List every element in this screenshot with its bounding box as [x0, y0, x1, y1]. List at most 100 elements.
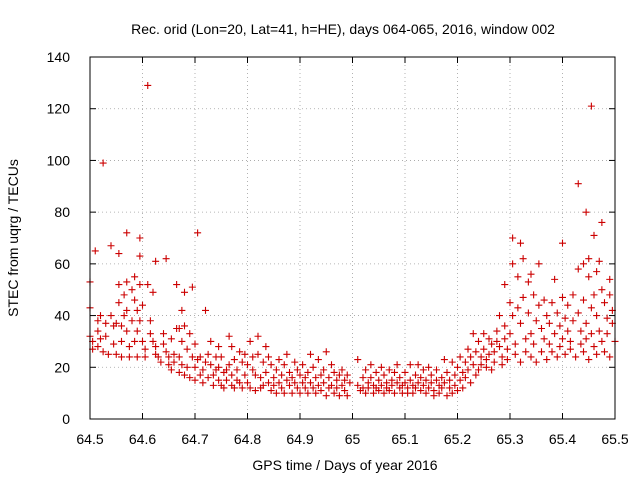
data-point: [467, 379, 475, 387]
data-point: [569, 317, 577, 325]
data-point: [209, 371, 217, 379]
data-point: [343, 371, 351, 379]
data-point: [409, 389, 417, 397]
data-point: [335, 371, 343, 379]
data-point: [417, 374, 425, 382]
data-point: [322, 392, 330, 400]
data-point: [482, 363, 490, 371]
data-point: [165, 361, 173, 369]
data-point: [582, 319, 590, 327]
x-axis-label: GPS time / Days of year 2016: [252, 457, 437, 473]
data-point: [572, 353, 580, 361]
data-point: [346, 379, 354, 387]
data-point: [598, 218, 606, 226]
data-point: [488, 366, 496, 374]
data-point: [446, 376, 454, 384]
data-point: [322, 348, 330, 356]
data-point: [585, 356, 593, 364]
data-point: [501, 322, 509, 330]
data-point: [125, 353, 133, 361]
data-point: [380, 389, 388, 397]
data-point: [188, 283, 196, 291]
data-point: [162, 348, 170, 356]
data-point: [475, 366, 482, 374]
data-point: [199, 379, 207, 387]
data-point: [178, 361, 186, 369]
y-tick-label: 20: [54, 359, 70, 375]
data-point: [414, 361, 422, 369]
data-point: [186, 330, 194, 338]
data-point: [511, 340, 519, 348]
data-point: [574, 309, 582, 317]
data-point: [440, 379, 448, 387]
data-point: [375, 376, 383, 384]
data-point: [170, 358, 178, 366]
data-point: [548, 348, 556, 356]
data-point: [191, 340, 199, 348]
data-point: [451, 371, 459, 379]
data-point: [480, 330, 488, 338]
x-tick-label: 65.4: [549, 431, 576, 447]
data-point: [191, 363, 199, 371]
x-tick-label: 65.1: [391, 431, 418, 447]
data-point: [367, 374, 375, 382]
data-point: [509, 260, 517, 268]
data-point: [551, 275, 559, 283]
data-point: [314, 381, 322, 389]
data-point: [146, 330, 154, 338]
data-point: [496, 343, 503, 351]
data-point: [299, 361, 307, 369]
data-point: [123, 327, 131, 335]
x-tick-label: 65: [345, 431, 361, 447]
data-point: [472, 348, 480, 356]
data-point: [115, 250, 123, 258]
data-point: [443, 368, 451, 376]
data-point: [120, 291, 128, 299]
data-point: [493, 327, 501, 335]
y-tick-label: 140: [47, 49, 71, 65]
data-point: [443, 392, 451, 400]
data-point: [293, 384, 301, 392]
data-point: [425, 363, 433, 371]
data-point: [341, 376, 349, 384]
data-point: [433, 366, 440, 374]
data-point: [123, 229, 131, 237]
data-point: [519, 255, 527, 263]
data-point: [514, 304, 522, 312]
data-point: [448, 358, 456, 366]
data-point: [181, 371, 188, 379]
data-point: [146, 317, 154, 325]
data-point: [385, 366, 393, 374]
data-point: [278, 371, 286, 379]
data-point: [438, 384, 446, 392]
data-point: [228, 343, 236, 351]
data-point: [196, 353, 204, 361]
data-point: [230, 356, 238, 364]
data-point: [559, 239, 566, 247]
data-point: [461, 374, 469, 382]
data-point: [175, 368, 183, 376]
data-point: [540, 296, 548, 304]
data-point: [144, 81, 152, 89]
data-point: [283, 350, 291, 358]
data-point: [362, 366, 370, 374]
data-point: [341, 387, 349, 395]
data-point: [477, 353, 485, 361]
data-point: [267, 387, 275, 395]
data-point: [299, 379, 307, 387]
data-point: [149, 337, 157, 345]
data-point: [320, 379, 328, 387]
data-point: [241, 350, 249, 358]
data-point: [527, 270, 535, 278]
data-point: [94, 327, 102, 335]
data-point: [598, 337, 606, 345]
data-point: [569, 291, 577, 299]
data-point: [160, 340, 167, 348]
data-point: [574, 180, 582, 188]
data-point: [587, 304, 595, 312]
data-point: [380, 371, 388, 379]
data-point: [553, 353, 561, 361]
data-point: [590, 291, 598, 299]
data-point: [451, 381, 459, 389]
data-point: [173, 281, 181, 289]
